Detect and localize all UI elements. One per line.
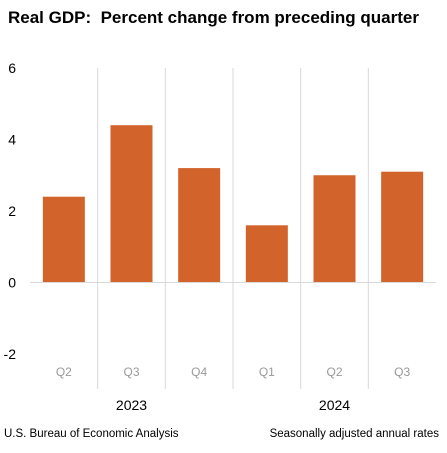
x-tick-label: Q3 <box>123 365 139 379</box>
x-tick-label: Q3 <box>394 365 410 379</box>
x-tick-label: Q1 <box>259 365 275 379</box>
y-tick-label: 4 <box>8 132 16 148</box>
x-tick-label: Q2 <box>56 365 72 379</box>
bar <box>42 196 85 283</box>
chart-title: Real GDP: Percent change from preceding … <box>8 8 419 27</box>
bar <box>245 225 288 283</box>
year-group-label: 2024 <box>319 397 350 413</box>
y-tick-label: 6 <box>8 60 16 76</box>
bar <box>381 171 424 283</box>
bar <box>313 175 356 283</box>
rate-note: Seasonally adjusted annual rates <box>269 428 439 440</box>
y-tick-label: -2 <box>4 346 17 362</box>
bar <box>178 168 221 283</box>
year-group-label: 2023 <box>116 397 147 413</box>
x-tick-label: Q2 <box>326 365 342 379</box>
y-tick-label: 0 <box>8 275 16 291</box>
source-note: U.S. Bureau of Economic Analysis <box>4 428 179 440</box>
bar <box>110 125 153 283</box>
y-tick-label: 2 <box>8 203 16 219</box>
x-tick-label: Q4 <box>191 365 207 379</box>
